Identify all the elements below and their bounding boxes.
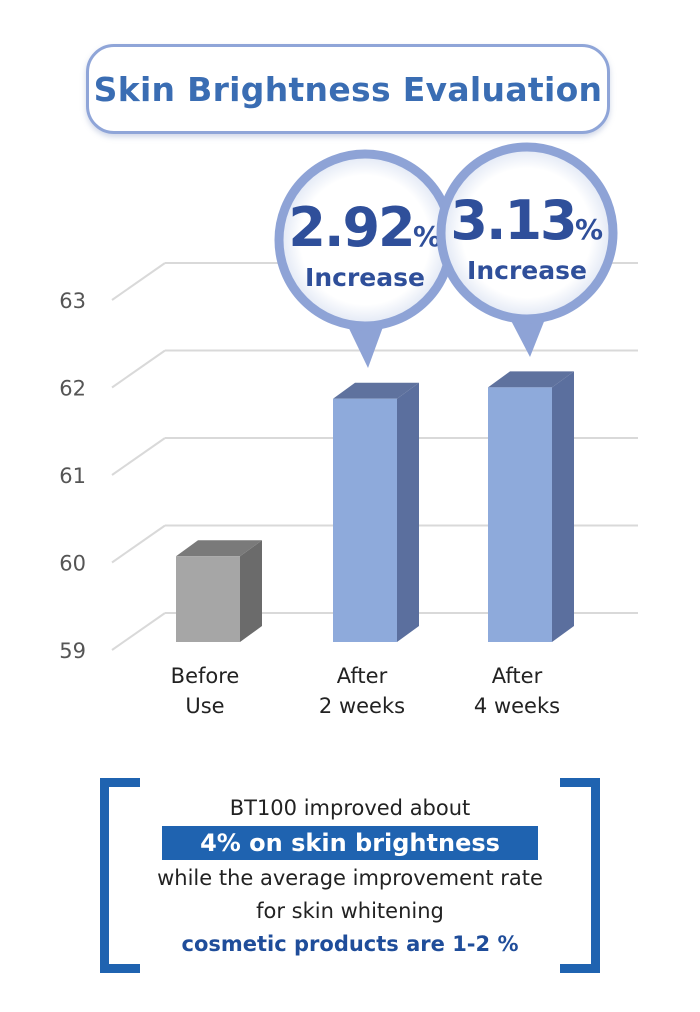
summary-line-1: BT100 improved about: [229, 796, 471, 820]
x-tick-label: After: [337, 664, 388, 688]
callout-unit: %: [575, 213, 603, 246]
y-tick-label: 62: [59, 377, 86, 401]
bar: [333, 398, 397, 642]
y-tick-label: 60: [59, 552, 86, 576]
x-tick-label: Use: [185, 694, 224, 718]
x-tick-label: 2 weeks: [319, 694, 405, 718]
x-tick-label: 4 weeks: [474, 694, 560, 718]
summary-highlight: 4% on skin brightness: [162, 826, 538, 860]
summary-text: BT100 improved about 4% on skin brightne…: [140, 792, 560, 961]
chart-title-box: Skin Brightness Evaluation: [86, 44, 610, 134]
gridline-depth: [111, 349, 166, 389]
y-tick-label: 63: [59, 289, 86, 313]
bar-side: [552, 371, 574, 642]
x-tick-label: After: [492, 664, 543, 688]
summary-line-3: for skin whitening: [256, 899, 444, 923]
gridline-depth: [111, 524, 166, 564]
bar: [176, 556, 240, 642]
callout-label: Increase: [467, 256, 587, 285]
chart-title: Skin Brightness Evaluation: [93, 69, 603, 109]
y-tick-label: 61: [59, 464, 86, 488]
callout-bubble: [436, 142, 618, 324]
bar: [488, 387, 552, 642]
left-bracket: [100, 778, 140, 973]
x-tick-label: Before: [171, 664, 240, 688]
callout-value: 3.13: [450, 189, 575, 252]
gridline-depth: [111, 437, 166, 476]
gridline-depth: [111, 262, 166, 301]
summary-line-2: while the average improvement rate: [157, 866, 543, 890]
bar-top: [176, 540, 262, 557]
gridline-depth: [111, 612, 166, 651]
bar-side: [240, 540, 262, 642]
bar-top: [333, 382, 419, 399]
y-tick-label: 59: [59, 639, 86, 663]
bar-chart: 59 60 61 62 63 Before Use After 2 weeks After 4 we…: [59, 142, 638, 718]
bar-top: [488, 371, 574, 388]
summary-box: BT100 improved about 4% on skin brightne…: [100, 778, 600, 973]
callout-label: Increase: [305, 263, 425, 292]
bar-side: [397, 382, 419, 642]
summary-line-4: cosmetic products are 1-2 %: [181, 932, 519, 956]
callout-unit: %: [413, 220, 441, 253]
right-bracket: [560, 778, 600, 973]
callout-value: 2.92: [288, 196, 413, 259]
